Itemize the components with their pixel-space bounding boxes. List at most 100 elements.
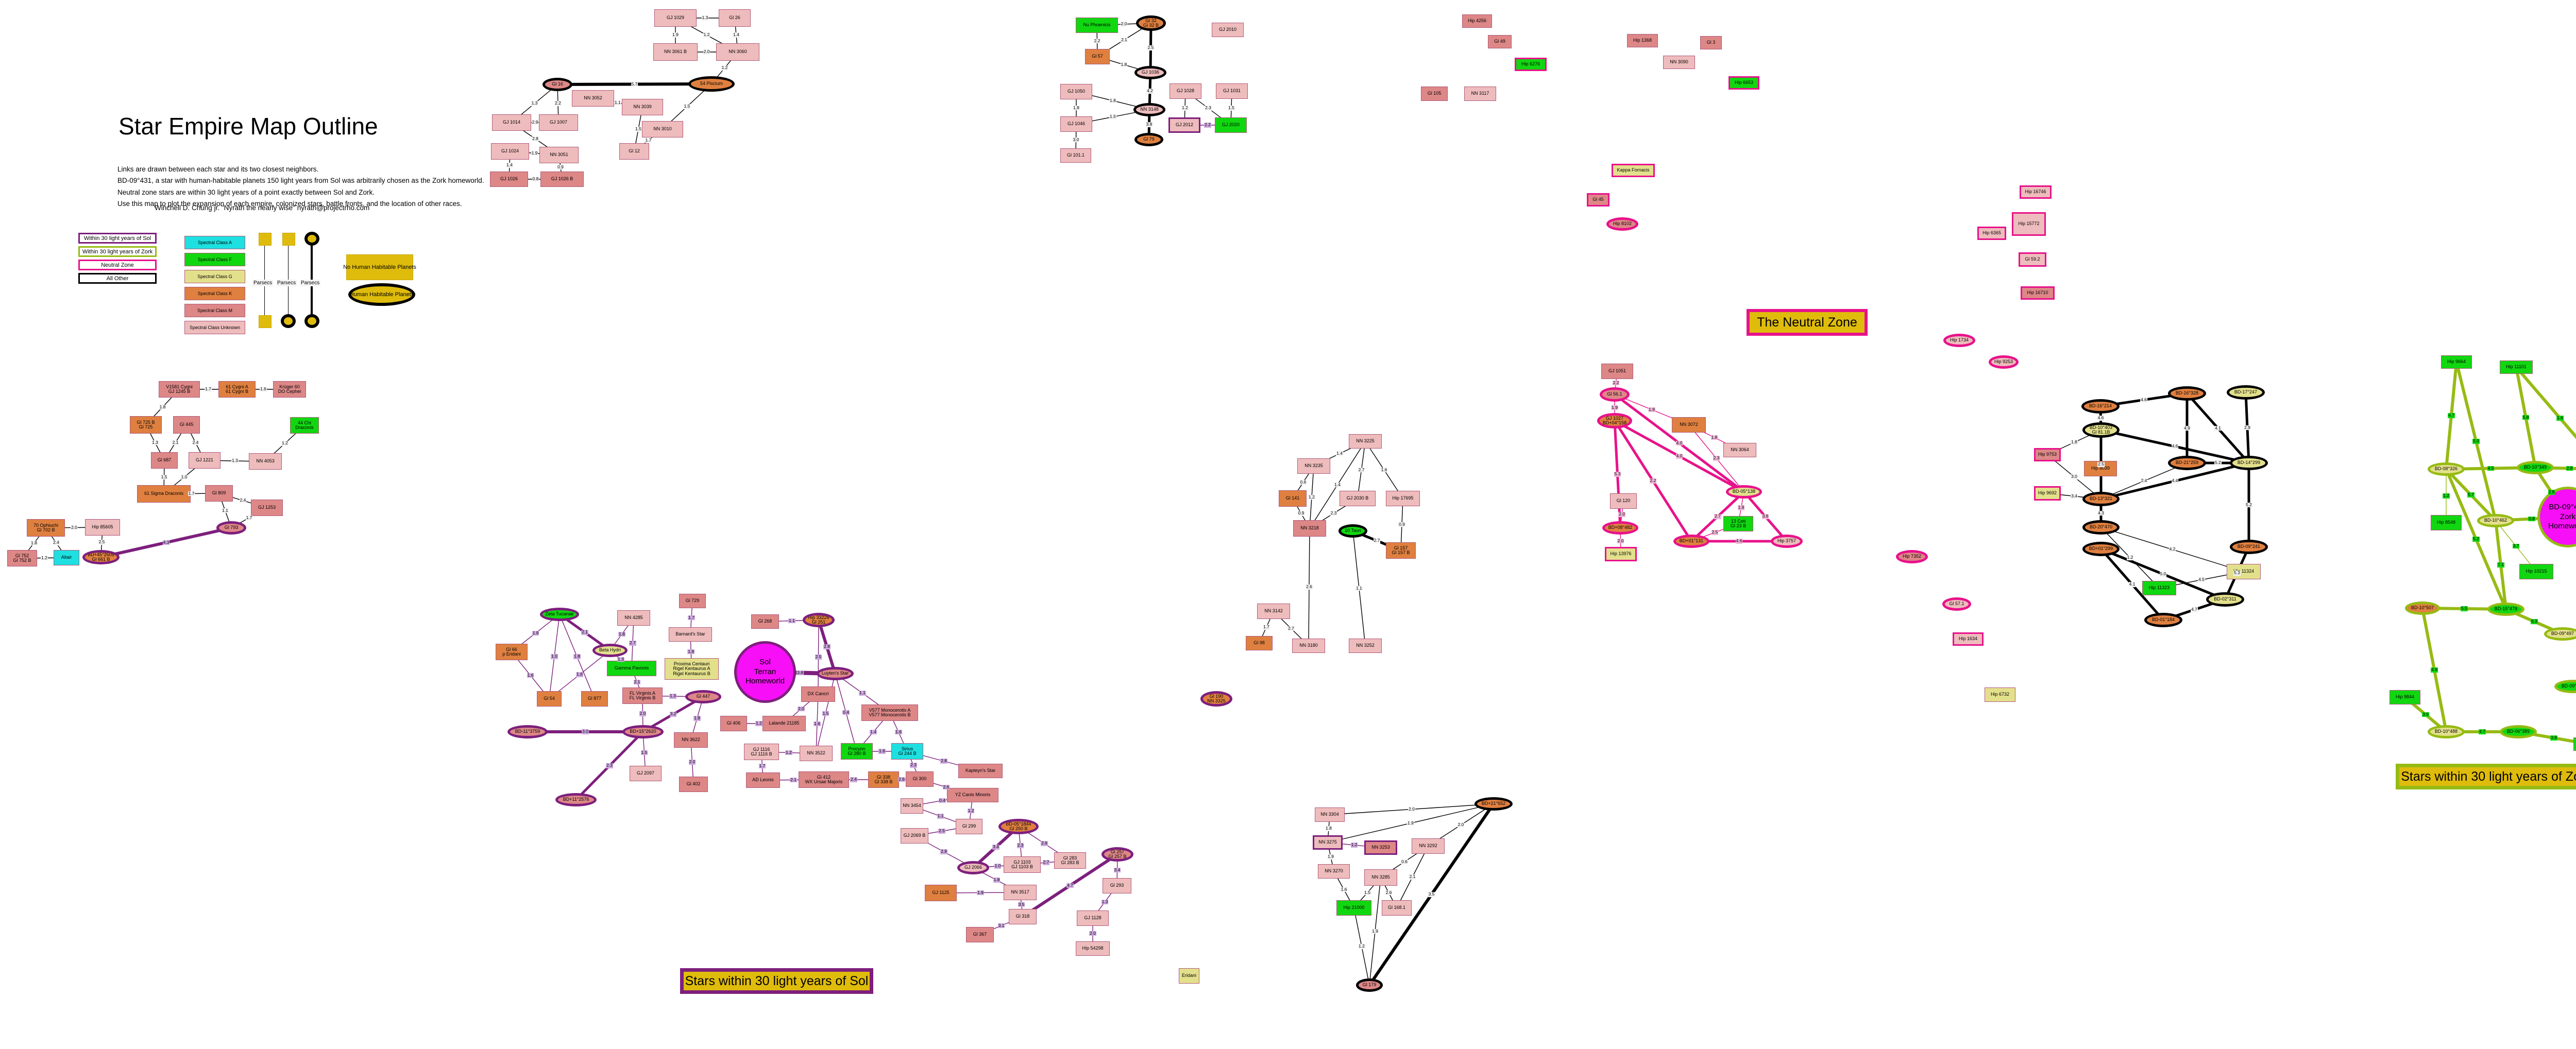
- star-node[interactable]: Hip 1734: [1943, 334, 1975, 347]
- star-node[interactable]: Gl 283 Gl 283 B: [1054, 852, 1086, 869]
- star-node[interactable]: Gl 79: [1134, 133, 1163, 146]
- star-node[interactable]: BD-20°470: [2082, 520, 2120, 535]
- star-node[interactable]: NN 3252: [1349, 639, 1382, 653]
- star-node[interactable]: Gl 300: [906, 771, 934, 787]
- star-node[interactable]: BD-15°478: [2487, 603, 2524, 616]
- star-node[interactable]: GJ 2069 B: [901, 828, 928, 844]
- star-node[interactable]: Hip 8102: [1606, 217, 1638, 231]
- star-node[interactable]: Gl 447: [685, 690, 721, 703]
- star-node[interactable]: BD-10°462: [2477, 514, 2514, 527]
- star-node[interactable]: Hip 9753: [2034, 448, 2061, 461]
- star-node[interactable]: Gl 56.1: [1600, 387, 1630, 402]
- star-node[interactable]: BD+21°652: [1475, 797, 1513, 811]
- star-node[interactable]: GJ 1036: [1134, 66, 1166, 79]
- star-node[interactable]: BD-05°1844 Gl 250 B: [998, 819, 1039, 834]
- star-node[interactable]: GJ 1253: [251, 500, 283, 516]
- star-node[interactable]: Gl 57: [1085, 49, 1110, 64]
- star-node[interactable]: FL Virginis A FL Virginis B: [622, 687, 663, 704]
- star-node[interactable]: Hip 7352: [1896, 550, 1928, 563]
- star-node[interactable]: V1581 Cygni GJ 1245 B: [159, 381, 200, 398]
- star-node[interactable]: Kappa Fornacis: [1612, 164, 1655, 177]
- star-node[interactable]: NN 3060: [716, 43, 759, 61]
- star-node[interactable]: Barnard's Star: [669, 627, 712, 642]
- star-node[interactable]: BD-21°259: [2168, 456, 2206, 470]
- star-node[interactable]: Gamma Pavonis: [607, 661, 656, 676]
- star-node[interactable]: NN 3117: [1464, 87, 1496, 101]
- star-node[interactable]: Hip 17695: [1386, 491, 1420, 506]
- star-node[interactable]: NN 3275: [1313, 835, 1343, 850]
- star-node[interactable]: GJ 2030 B: [1340, 491, 1376, 506]
- star-node[interactable]: Gl 49: [1488, 35, 1512, 48]
- star-node[interactable]: NN 3522: [800, 746, 833, 761]
- star-node[interactable]: GJ 1029: [654, 9, 697, 27]
- star-node[interactable]: BD-09°468: [2554, 680, 2576, 693]
- star-node[interactable]: Lalande 21185: [762, 716, 806, 731]
- star-node[interactable]: Hip 85605: [85, 519, 120, 536]
- star-node[interactable]: Hip 10416: [2573, 737, 2576, 751]
- star-node[interactable]: NN 3517: [1004, 885, 1037, 900]
- star-node[interactable]: GJ 2020: [1215, 117, 1247, 133]
- star-node[interactable]: Gl 57.1: [1942, 597, 1971, 611]
- star-node[interactable]: NN 3061 B: [653, 43, 698, 61]
- star-node[interactable]: DX Cancri: [801, 686, 835, 702]
- star-node[interactable]: BD-06°389: [2500, 725, 2537, 738]
- star-node[interactable]: BD+45°2505 Gl 661 B: [82, 550, 120, 564]
- star-node[interactable]: GJ 2097: [630, 766, 662, 781]
- star-node[interactable]: Gl 120: [1610, 493, 1637, 509]
- star-node[interactable]: BD-01°184: [2144, 613, 2182, 627]
- star-node[interactable]: Gl 59.2: [2019, 252, 2046, 267]
- star-node[interactable]: 44 Chi Draconis: [290, 417, 319, 434]
- star-node[interactable]: BD-16°328: [2168, 386, 2206, 401]
- star-node[interactable]: Gl 141: [1279, 490, 1307, 507]
- star-node[interactable]: BD-05°138: [1726, 485, 1762, 498]
- star-node[interactable]: Hip 9692: [2034, 486, 2061, 501]
- star-node[interactable]: NN 3039: [622, 99, 663, 115]
- star-node[interactable]: BD-10°349: [2517, 461, 2554, 474]
- star-node[interactable]: GJ 1103 GJ 1103 B: [1004, 856, 1041, 873]
- star-node[interactable]: BD-10°488: [2428, 725, 2465, 738]
- star-node[interactable]: Luyten's Star: [817, 667, 854, 680]
- star-node[interactable]: Gl 54: [537, 691, 562, 707]
- star-node[interactable]: BD-09°241: [2230, 540, 2268, 554]
- star-node[interactable]: Gl 338 Gl 338 B: [868, 771, 899, 788]
- star-node[interactable]: Kapteyn's Star: [958, 764, 1003, 778]
- star-node[interactable]: Hip 6653: [1728, 76, 1759, 90]
- star-node[interactable]: GJ 2012: [1168, 117, 1200, 133]
- star-node[interactable]: Hip 16746: [2020, 185, 2052, 199]
- star-node[interactable]: Hip 6365: [1977, 227, 2006, 240]
- star-node[interactable]: NN 3052: [572, 90, 614, 107]
- star-node[interactable]: Hip 4256: [1462, 14, 1492, 28]
- star-node[interactable]: Gl 190 NN 3325: [1200, 691, 1232, 707]
- star-node[interactable]: Gl 12: [619, 143, 649, 160]
- star-node[interactable]: Krüger 60 DO Cephei: [273, 381, 306, 398]
- star-node[interactable]: BD-08°326: [2428, 462, 2465, 476]
- star-node[interactable]: Hip 6732: [1985, 687, 2015, 702]
- star-node[interactable]: 61 Sigma Draconis: [137, 485, 191, 503]
- star-node[interactable]: NN 3010: [642, 121, 683, 137]
- star-node[interactable]: AD Leonis: [746, 772, 780, 788]
- star-node[interactable]: Gl 752 Gl 752 B: [7, 550, 37, 566]
- star-node[interactable]: BD-09°431ZorkHomeworld: [2537, 487, 2576, 547]
- star-node[interactable]: Hip 8039: [2084, 461, 2117, 476]
- star-node[interactable]: Hip 15772: [2012, 212, 2046, 236]
- star-node[interactable]: GJ 1007: [539, 114, 578, 131]
- star-node[interactable]: GJ 2010: [1212, 23, 1244, 37]
- star-node[interactable]: Gl 98: [1246, 636, 1273, 650]
- star-node[interactable]: Nu Phoenicis: [1076, 18, 1118, 33]
- star-node[interactable]: Sirius Gl 244 B: [891, 743, 923, 760]
- star-node[interactable]: GJ 1116 GJ 1116 B: [744, 744, 779, 760]
- star-node[interactable]: NN 3270: [1318, 864, 1350, 879]
- star-node[interactable]: Hip 9253: [1989, 355, 2019, 369]
- star-node[interactable]: Gl 168.1: [1382, 900, 1412, 916]
- star-node[interactable]: NN 3142: [1257, 604, 1290, 619]
- star-node[interactable]: BD-17°247: [2227, 385, 2265, 400]
- star-node[interactable]: Eridani: [1179, 968, 1199, 984]
- star-node[interactable]: YZ Canis Minoris: [947, 788, 998, 802]
- star-node[interactable]: Hip 10215: [2519, 564, 2553, 579]
- star-node[interactable]: NN 3051: [539, 147, 579, 163]
- star-node[interactable]: Hip 11323: [2142, 581, 2176, 595]
- star-node[interactable]: NN 3090: [1663, 56, 1695, 69]
- star-node[interactable]: BD+11°2576: [555, 793, 597, 806]
- star-node[interactable]: GJ 1024: [491, 143, 529, 160]
- star-node[interactable]: BD+08°482: [1602, 521, 1638, 535]
